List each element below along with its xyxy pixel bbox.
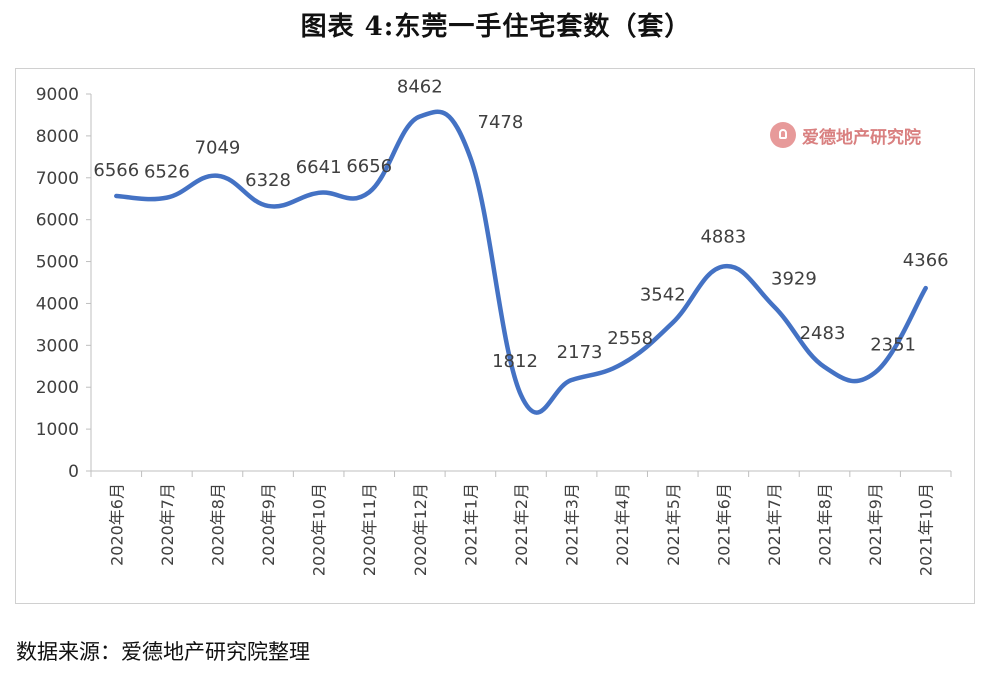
data-label: 2483 bbox=[800, 323, 846, 344]
x-tick-label: 2020年8月 bbox=[208, 483, 227, 566]
y-tick-label: 0 bbox=[68, 462, 79, 482]
y-tick-label: 2000 bbox=[36, 378, 79, 398]
x-tick-label: 2021年1月 bbox=[461, 483, 480, 566]
data-label: 1812 bbox=[492, 351, 538, 372]
series-line bbox=[114, 109, 928, 415]
x-tick-label: 2021年4月 bbox=[613, 483, 632, 566]
x-tick-label: 2021年8月 bbox=[816, 483, 835, 566]
data-label: 6566 bbox=[93, 160, 139, 181]
x-tick-label: 2021年10月 bbox=[917, 483, 936, 576]
watermark-text: 爱德地产研究院 bbox=[802, 127, 921, 148]
data-label: 8462 bbox=[397, 77, 443, 98]
data-label: 2558 bbox=[607, 328, 653, 349]
data-label: 6526 bbox=[144, 162, 190, 183]
y-tick-label: 8000 bbox=[36, 127, 79, 147]
data-label: 2351 bbox=[870, 335, 916, 356]
y-tick-label: 6000 bbox=[36, 211, 79, 231]
x-tick-label: 2020年7月 bbox=[158, 483, 177, 566]
x-tick-label: 2020年6月 bbox=[107, 483, 126, 566]
chart-title: 图表 4:东莞一手住宅套数（套） bbox=[300, 12, 692, 42]
x-tick-label: 2020年11月 bbox=[360, 483, 379, 576]
data-label: 7478 bbox=[478, 112, 524, 133]
x-tick-label: 2021年6月 bbox=[714, 483, 733, 566]
data-label: 4366 bbox=[903, 250, 949, 271]
y-tick-label: 4000 bbox=[36, 294, 79, 314]
x-tick-label: 2021年5月 bbox=[664, 483, 683, 566]
house-logo-icon bbox=[770, 122, 796, 148]
data-label: 6641 bbox=[296, 157, 342, 178]
data-label: 3929 bbox=[771, 268, 817, 289]
x-tick-label: 2021年2月 bbox=[512, 483, 531, 566]
y-tick-label: 1000 bbox=[36, 420, 79, 440]
chart-frame bbox=[15, 68, 975, 604]
x-tick-label: 2021年7月 bbox=[765, 483, 784, 566]
source-note: 数据来源：爱德地产研究院整理 bbox=[16, 640, 310, 664]
y-tick-label: 9000 bbox=[36, 85, 79, 105]
y-tick-label: 3000 bbox=[36, 336, 79, 356]
data-label: 4883 bbox=[700, 226, 746, 247]
x-tick-label: 2020年10月 bbox=[310, 483, 329, 576]
data-label: 6656 bbox=[346, 156, 392, 177]
data-label: 2173 bbox=[557, 342, 603, 363]
watermark: 爱德地产研究院 bbox=[770, 122, 921, 148]
y-tick-label: 5000 bbox=[36, 253, 79, 273]
data-label: 7049 bbox=[195, 138, 241, 159]
x-tick-label: 2020年9月 bbox=[259, 483, 278, 566]
data-label: 3542 bbox=[640, 285, 686, 306]
x-tick-label: 2021年3月 bbox=[563, 483, 582, 566]
y-tick-label: 7000 bbox=[36, 169, 79, 189]
x-tick-label: 2020年12月 bbox=[411, 483, 430, 576]
data-label: 6328 bbox=[245, 170, 291, 191]
x-tick-label: 2021年9月 bbox=[866, 483, 885, 566]
